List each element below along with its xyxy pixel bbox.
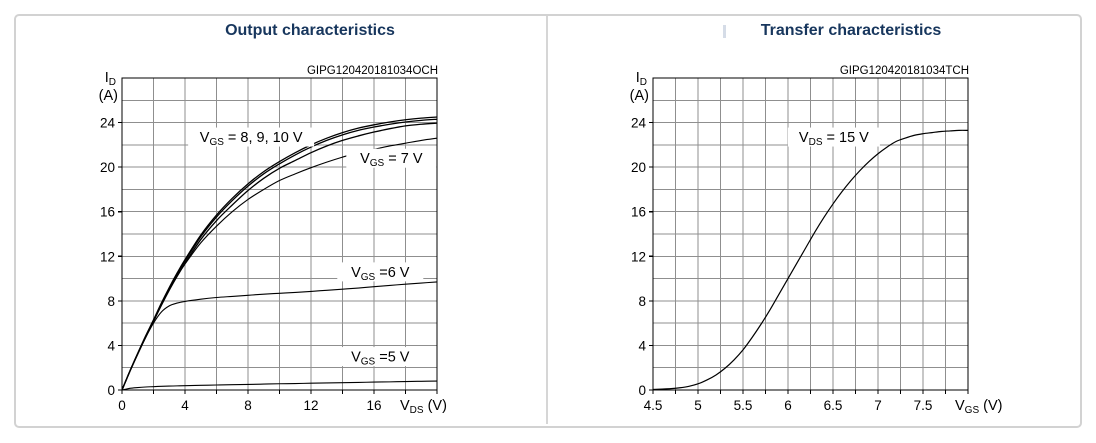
x-tick-label: 16	[366, 398, 381, 413]
y-tick-label: 8	[638, 294, 646, 309]
label-vgs-7v: VGS = 7 V	[346, 148, 437, 169]
x-tick-label: 4	[181, 398, 189, 413]
label-vgs-6v-text: VGS =6 V	[351, 265, 410, 283]
label-vgs-6v: VGS =6 V	[337, 262, 424, 283]
label-vds-15v: VDS = 15 V	[787, 127, 880, 148]
label-vds-15v-text: VDS = 15 V	[799, 130, 869, 148]
curve-vgs-6-v	[121, 281, 438, 391]
output-characteristics-chart: VGS = 8, 9, 10 V VGS = 7 V VGS =6 V VGS =5 …	[99, 65, 447, 416]
label-vgs-8-9-10v: VGS = 8, 9, 10 V	[188, 127, 315, 148]
panel-divider	[546, 16, 548, 424]
x-tick-label: 6	[784, 398, 792, 413]
y-tick-label: 8	[107, 294, 115, 309]
y-axis-unit-label: (A)	[630, 88, 649, 104]
x-tick-label: 5.5	[734, 398, 753, 413]
y-axis-symbol-label: ID	[636, 70, 647, 88]
y-tick-label: 0	[107, 383, 115, 398]
label-vgs-5v: VGS =5 V	[337, 347, 424, 368]
curves	[652, 129, 969, 391]
y-tick-label: 20	[100, 160, 115, 175]
x-tick-label: 8	[244, 398, 252, 413]
x-axis-unit-label: VGS (V)	[955, 398, 1002, 416]
label-vgs-8-9-10v-bg	[188, 127, 315, 147]
y-axis-symbol-label: ID	[105, 70, 116, 88]
title-artifact-mark	[723, 25, 726, 38]
y-tick-label: 20	[631, 160, 646, 175]
curves	[121, 116, 438, 391]
y-axis-unit-label: (A)	[99, 88, 118, 104]
plot-code: GIPG120420181034OCH	[307, 65, 438, 77]
label-vgs-5v-bg	[337, 347, 424, 367]
y-tick-label: 16	[631, 205, 646, 220]
y-tick-label: 24	[631, 116, 647, 131]
grid-lines	[653, 78, 968, 390]
transfer-characteristics-chart: VDS = 15 V 4.5 5 5.5 6 6.5 7 7.5 0 4 8 12 16 20 24 VGS …	[630, 65, 1003, 416]
plot-code: GIPG120420181034TCH	[840, 65, 969, 77]
x-tick-label: 7	[874, 398, 882, 413]
y-tick-label: 0	[638, 383, 646, 398]
label-vds-15v-bg	[787, 127, 880, 147]
label-vgs-6v-bg	[337, 262, 424, 282]
y-tick-label: 16	[100, 205, 115, 220]
x-tick-label: 12	[303, 398, 318, 413]
plot-frame	[649, 77, 969, 394]
output-chart-title: Output characteristics	[225, 22, 395, 39]
tick-labels: 0 4 8 12 16 0 4 8 12 16 20 24	[100, 116, 382, 413]
transfer-chart-title: Transfer characteristics	[760, 22, 942, 39]
label-vgs-5v-text: VGS =5 V	[351, 350, 410, 368]
x-tick-label: 4.5	[644, 398, 663, 413]
y-tick-label: 12	[100, 249, 115, 264]
y-tick-label: 4	[638, 338, 646, 353]
label-vgs-8-9-10v-text: VGS = 8, 9, 10 V	[200, 130, 303, 148]
x-tick-label: 7.5	[914, 398, 933, 413]
x-tick-label: 6.5	[824, 398, 843, 413]
plot-frame	[118, 77, 438, 394]
x-axis-unit-label: VDS (V)	[400, 398, 447, 416]
curve-vgs-5-v	[121, 380, 438, 391]
curve-vds-15-v	[652, 129, 969, 391]
y-tick-label: 12	[631, 249, 646, 264]
figure-panel-border	[14, 14, 1082, 428]
x-tick-label: 5	[694, 398, 702, 413]
y-tick-label: 4	[107, 338, 115, 353]
tick-labels: 4.5 5 5.5 6 6.5 7 7.5 0 4 8 12 16 20 24	[631, 116, 932, 413]
x-tick-label: 0	[118, 398, 126, 413]
y-tick-label: 24	[100, 116, 116, 131]
label-vgs-7v-text: VGS = 7 V	[360, 151, 423, 169]
label-vgs-7v-bg	[346, 148, 437, 168]
